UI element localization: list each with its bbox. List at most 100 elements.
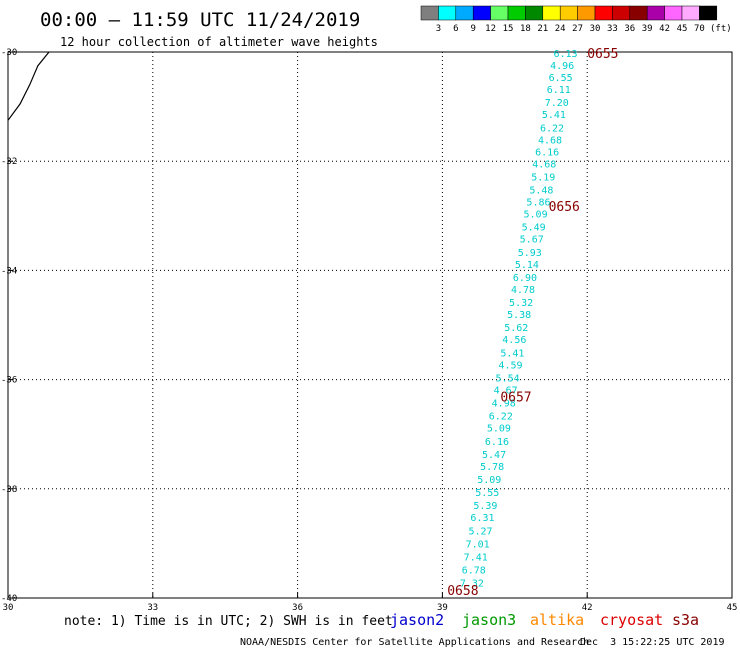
swh-value-label: 4.68 [532, 159, 556, 170]
color-swatch [612, 5, 631, 21]
color-swatch [699, 5, 718, 21]
swh-value-label: 7.01 [466, 539, 490, 550]
legend-entry-jason2: jason2 [390, 611, 444, 629]
legend-entry-jason3: jason3 [462, 611, 516, 629]
swh-value-label: 5.67 [520, 235, 544, 246]
swh-value-label: 6.78 [462, 566, 486, 577]
color-scale-label: 21 [537, 24, 548, 34]
x-tick-label: 36 [292, 603, 303, 613]
y-tick-label: -38 [1, 485, 17, 495]
swh-value-label: 5.55 [475, 488, 499, 499]
swh-value-label: 6.22 [540, 123, 564, 134]
swh-value-label: 5.93 [518, 248, 542, 259]
color-scale: 3 6 9 12 15 18 21 24 27 30 33 36 39 42 45 70 [420, 5, 718, 34]
swh-value-label: 5.09 [524, 210, 548, 221]
swh-value-label: 4.98 [492, 399, 516, 410]
color-scale-label: 9 [470, 24, 475, 34]
x-tick-label: 42 [582, 603, 593, 613]
swh-value-label: 5.39 [473, 501, 497, 512]
color-swatch [664, 5, 683, 21]
color-swatch [646, 5, 665, 21]
swh-value-label: 6.55 [549, 73, 573, 84]
swh-value-label: 7.20 [545, 98, 569, 109]
satellite-legend: jason2 jason3 altika cryosat s3a [390, 611, 699, 629]
color-scale-label: 30 [590, 24, 601, 34]
swh-value-label: 4.56 [502, 335, 526, 346]
color-scale-label: 15 [503, 24, 514, 34]
color-swatch [490, 5, 509, 21]
color-scale-label: 6 [453, 24, 458, 34]
swh-value-label: 5.14 [515, 260, 539, 271]
color-scale-label: 3 [436, 24, 441, 34]
x-tick-label: 30 [3, 603, 14, 613]
swh-value-label: 6.90 [513, 273, 537, 284]
color-scale-label: 70 [694, 24, 705, 34]
x-tick-label: 39 [437, 603, 448, 613]
footer-note: note: 1) Time is in UTC; 2) SWH is in fe… [64, 614, 393, 629]
color-swatch [594, 5, 613, 21]
swh-value-label: 6.16 [485, 437, 509, 448]
y-tick-label: -36 [1, 376, 17, 386]
color-swatch [681, 5, 700, 21]
swh-value-label: 5.41 [500, 348, 524, 359]
color-swatch [577, 5, 596, 21]
time-label: 0657 [500, 391, 531, 406]
swh-value-label: 4.96 [550, 61, 574, 72]
color-scale-label: 45 [677, 24, 688, 34]
swh-value-label: 5.41 [542, 110, 566, 121]
color-scale-label: 27 [572, 24, 583, 34]
swh-value-label: 5.86 [526, 198, 550, 209]
swh-value-label: 5.48 [529, 186, 553, 197]
y-tick-label: -32 [1, 157, 17, 167]
swh-value-label: 6.13 [553, 49, 577, 60]
color-swatch [559, 5, 578, 21]
color-swatch [629, 5, 648, 21]
color-scale-label: 39 [642, 24, 653, 34]
color-scale-label: 18 [520, 24, 531, 34]
swh-value-label: 6.22 [489, 412, 513, 423]
swh-value-label: 5.38 [507, 310, 531, 321]
color-swatch [472, 5, 491, 21]
footer-credit: NOAA/NESDIS Center for Satellite Applica… [240, 637, 589, 648]
swh-value-label: 5.54 [496, 373, 520, 384]
color-scale-label: 42 [659, 24, 670, 34]
grid-lines [8, 52, 732, 598]
swh-value-label: 7.32 [460, 579, 484, 590]
legend-entry-cryosat: cryosat [600, 611, 663, 629]
swh-value-label: 6.16 [535, 147, 559, 158]
time-label: 0656 [549, 200, 580, 215]
time-labels: 0655 0656 0657 0658 [447, 47, 618, 599]
swh-value-label: 5.09 [477, 475, 501, 486]
swh-value-label: 5.49 [522, 223, 546, 234]
chart-subtitle: 12 hour collection of altimeter wave hei… [60, 35, 378, 49]
coastline [7, 51, 50, 121]
y-tick-label: -40 [1, 594, 17, 604]
color-scale-label: 36 [624, 24, 635, 34]
x-tick-label: 33 [147, 603, 158, 613]
time-label: 0655 [587, 47, 618, 62]
legend-entry-altika: altika [530, 611, 584, 629]
swh-value-label: 4.78 [511, 285, 535, 296]
color-scale-unit: (ft) [710, 24, 732, 34]
color-scale-label: 33 [607, 24, 618, 34]
swh-value-label: 6.11 [547, 85, 571, 96]
color-swatch [455, 5, 474, 21]
swh-value-label: 5.27 [469, 526, 493, 537]
footer-timestamp: Dec 3 15:22:25 UTC 2019 [580, 637, 725, 648]
swh-value-label: 5.78 [480, 462, 504, 473]
data-points: 6.134.966.556.117.205.416.224.686.164.68… [460, 49, 578, 590]
swh-value-label: 6.31 [470, 513, 494, 524]
swh-value-label: 5.19 [531, 172, 555, 183]
swh-value-label: 7.41 [464, 553, 488, 564]
axis-ticks: 30 33 36 39 42 45 -30 -32 -34 -36 -38 -40 [1, 48, 737, 613]
color-swatch [507, 5, 526, 21]
swh-value-label: 5.47 [482, 450, 506, 461]
color-swatch [438, 5, 457, 21]
swh-value-label: 4.68 [538, 135, 562, 146]
x-tick-label: 45 [727, 603, 738, 613]
swh-value-label: 5.62 [504, 323, 528, 334]
time-label: 0658 [447, 584, 478, 599]
color-swatch [542, 5, 561, 21]
color-swatch [420, 5, 439, 21]
